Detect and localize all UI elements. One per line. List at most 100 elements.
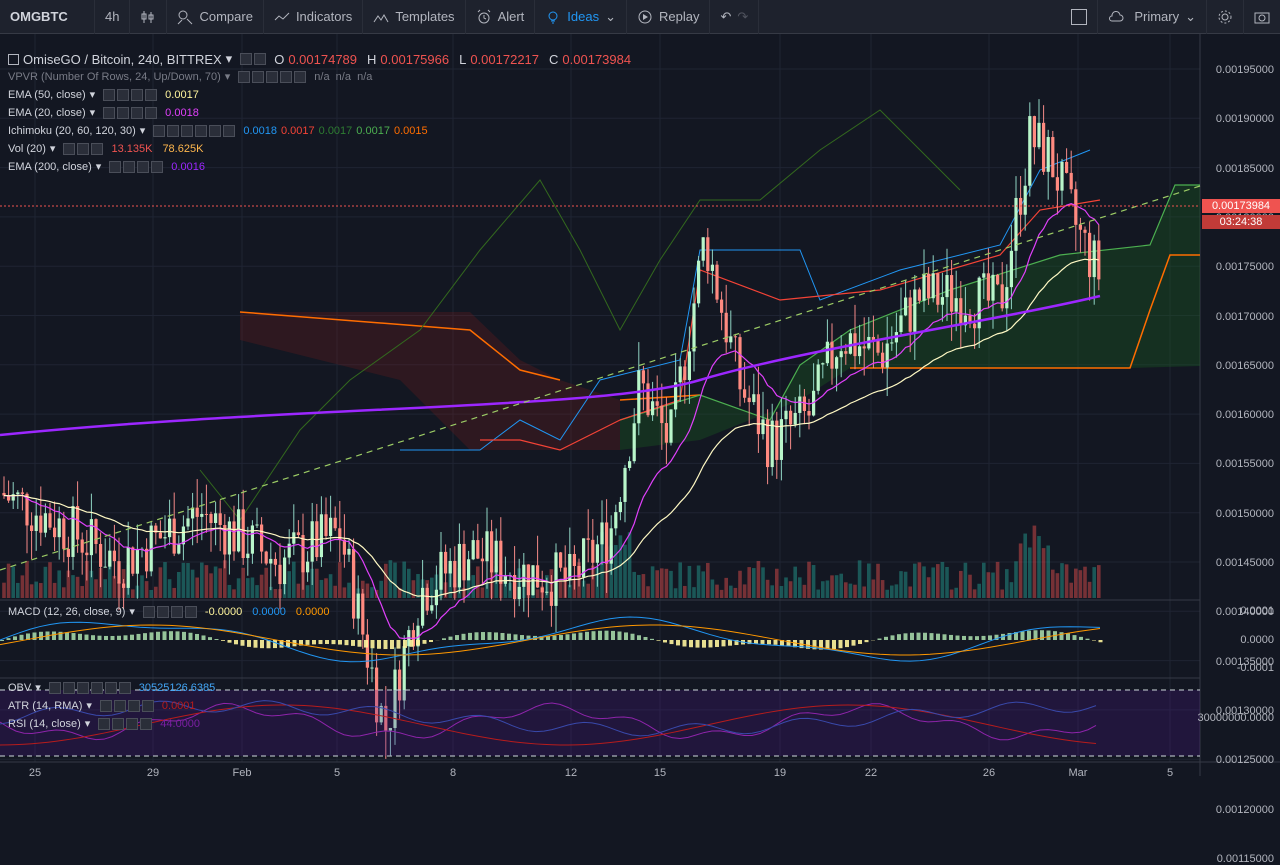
volume-bar	[711, 579, 715, 598]
volume-bar	[1088, 582, 1092, 598]
candle-body	[743, 389, 746, 397]
volume-bar	[329, 574, 333, 598]
candle-body	[53, 528, 56, 538]
chart-type-button[interactable]	[130, 0, 167, 34]
candle-body	[127, 547, 130, 587]
redo-icon[interactable]: ↷	[737, 9, 748, 25]
volume-bar	[214, 567, 218, 598]
legend-buttons[interactable]	[238, 71, 306, 83]
ema50-legend: EMA (50, close)▾0.0017	[8, 88, 199, 101]
candle-body	[955, 298, 958, 312]
settings-button[interactable]	[1207, 0, 1244, 34]
chevron-down-icon[interactable]: ▾	[225, 70, 231, 83]
candle-body	[430, 605, 433, 610]
candle-body	[766, 419, 769, 467]
volume-bar	[200, 563, 204, 598]
chevron-down-icon[interactable]: ▾	[96, 160, 102, 173]
chevron-down-icon[interactable]: ▾	[129, 605, 135, 618]
volume-bar	[632, 572, 636, 598]
macd-axis-bottom: -0.0001	[1237, 662, 1274, 674]
candle-body	[541, 587, 544, 592]
volume-bar	[292, 562, 296, 598]
legend-buttons[interactable]	[63, 143, 103, 155]
candle-body	[205, 514, 208, 515]
replay-button[interactable]: Replay	[627, 0, 710, 34]
volume-bar	[922, 566, 926, 598]
volume-bar	[674, 588, 678, 598]
candle-body	[343, 540, 346, 555]
legend-buttons[interactable]	[103, 107, 157, 119]
legend-buttons[interactable]	[153, 125, 235, 137]
indicators-icon	[274, 9, 290, 25]
legend-buttons[interactable]	[49, 682, 131, 694]
candle-body	[936, 273, 939, 305]
volume-bar	[1097, 565, 1101, 598]
macd-histogram-bar	[767, 640, 771, 644]
macd-axis-mid: 0.0000	[1240, 634, 1274, 646]
candle-body	[297, 532, 300, 535]
time-axis-label: 12	[565, 767, 577, 779]
volume-bar	[324, 578, 328, 598]
candle-body	[913, 289, 916, 331]
candle-body	[35, 516, 38, 531]
templates-button[interactable]: Templates	[363, 0, 465, 34]
chevron-down-icon[interactable]: ▾	[50, 142, 56, 155]
chevron-down-icon[interactable]: ▾	[140, 124, 146, 137]
volume-bar	[977, 584, 981, 598]
candle-body	[58, 518, 61, 537]
candle-body	[219, 513, 222, 525]
legend-buttons[interactable]	[240, 53, 266, 65]
macd-histogram-bar	[605, 631, 609, 640]
fullscreen-button[interactable]	[1061, 0, 1098, 34]
macd-histogram-bar	[39, 632, 43, 640]
ichimoku-label: Ichimoku (20, 60, 120, 30)	[8, 125, 136, 137]
ideas-button[interactable]: Ideas⌄	[535, 0, 627, 34]
macd-histogram-bar	[241, 640, 245, 646]
macd-histogram-bar	[566, 634, 570, 640]
volume-bar	[393, 563, 397, 598]
ichimoku-value-5: 0.0015	[394, 125, 428, 137]
macd-histogram-bar	[390, 640, 394, 649]
volume-bar	[1023, 534, 1027, 598]
macd-histogram-bar	[65, 632, 69, 640]
chevron-down-icon[interactable]: ▾	[35, 681, 41, 694]
volume-bar	[7, 564, 11, 598]
symbol-search-button[interactable]: OMGBTC	[0, 0, 95, 34]
legend-buttons[interactable]	[98, 718, 152, 730]
interval-button[interactable]: 4h	[95, 0, 130, 34]
vpvr-label: VPVR (Number Of Rows, 24, Up/Down, 70)	[8, 71, 221, 83]
chevron-down-icon[interactable]: ▾	[85, 717, 91, 730]
chevron-down-icon[interactable]: ▾	[90, 106, 96, 119]
volume-bar	[826, 580, 830, 598]
chevron-down-icon[interactable]: ▾	[90, 88, 96, 101]
candle-body	[683, 366, 686, 380]
layout-button[interactable]: Primary⌄	[1098, 0, 1207, 34]
legend-buttons[interactable]	[103, 89, 157, 101]
macd-value-3: 0.0000	[296, 606, 330, 618]
legend-buttons[interactable]	[100, 700, 154, 712]
macd-histogram-bar	[670, 640, 674, 644]
undo-icon[interactable]: ↶	[720, 9, 731, 25]
indicators-button[interactable]: Indicators	[264, 0, 363, 34]
candle-body	[918, 289, 921, 300]
volume-bar	[872, 580, 876, 598]
candle-body	[274, 559, 277, 565]
volume-bar	[729, 586, 733, 598]
volume-bar	[775, 569, 779, 598]
compare-button[interactable]: Compare	[167, 0, 263, 34]
macd-histogram-bar	[7, 638, 11, 640]
collapse-icon[interactable]	[8, 54, 19, 65]
alert-button[interactable]: Alert	[466, 0, 536, 34]
legend-buttons[interactable]	[109, 161, 163, 173]
macd-histogram-bar	[273, 640, 277, 648]
candle-body	[886, 343, 889, 367]
chevron-down-icon[interactable]: ▾	[86, 699, 92, 712]
chevron-down-icon[interactable]: ▾	[226, 51, 233, 67]
legend-buttons[interactable]	[143, 606, 197, 618]
snapshot-button[interactable]	[1244, 0, 1280, 34]
candle-body	[104, 567, 107, 568]
time-axis-label: 26	[983, 767, 995, 779]
candle-body	[794, 413, 797, 425]
macd-histogram-bar	[208, 637, 212, 640]
